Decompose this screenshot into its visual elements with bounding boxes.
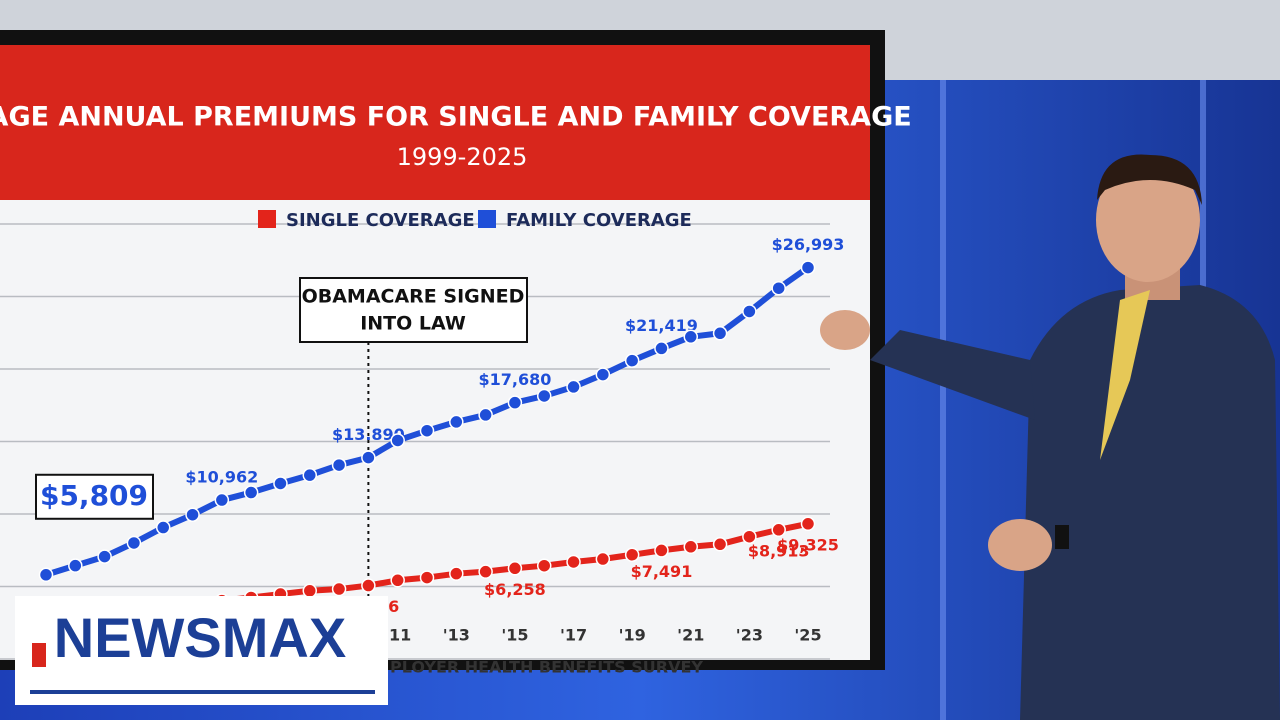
data-point <box>361 578 376 593</box>
title-banner <box>0 45 870 200</box>
chart: '11 '13 '15 '17 '19 '21 '23 '25 SINGLE COVERAGE F… <box>0 210 844 677</box>
value-label: $6,258 <box>484 580 546 599</box>
data-point <box>478 407 493 423</box>
value-label: $17,680 <box>478 370 551 389</box>
x-tick-label: '21 <box>677 626 704 645</box>
logo-text: NEWSMAX <box>54 606 346 669</box>
value-label: $7,491 <box>631 562 693 581</box>
presenter <box>820 154 1280 720</box>
x-tick-label: '23 <box>736 626 763 645</box>
annotation-box <box>299 277 528 343</box>
chart-title: ERAGE ANNUAL PREMIUMS FOR SINGLE AND FAM… <box>0 102 912 133</box>
value-label: $8,913 <box>748 541 810 560</box>
legend-swatch <box>258 210 276 228</box>
data-point <box>507 561 523 576</box>
data-point <box>68 558 83 573</box>
data-point <box>302 583 318 599</box>
data-point <box>742 529 757 544</box>
data-point <box>419 423 435 438</box>
data-point <box>126 535 142 551</box>
value-label: $9,325 <box>777 535 839 554</box>
value-label-box <box>35 473 154 520</box>
data-point <box>624 353 640 368</box>
data-point <box>302 467 318 483</box>
data-point <box>185 507 200 522</box>
data-point <box>566 554 581 570</box>
data-point <box>536 388 552 404</box>
data-point <box>449 414 464 430</box>
data-point <box>624 547 640 563</box>
logo-box <box>15 596 388 705</box>
data-point <box>507 395 523 410</box>
data-point <box>654 341 669 356</box>
data-point <box>419 570 435 585</box>
data-point <box>155 520 171 535</box>
data-point <box>595 367 611 382</box>
data-point <box>595 551 611 567</box>
data-point <box>273 476 288 491</box>
logo-accent <box>32 643 46 667</box>
data-point <box>390 433 405 448</box>
annotation-text: OBAMACARE SIGNED <box>302 286 525 308</box>
data-point <box>742 304 757 319</box>
value-label: $21,419 <box>625 316 698 335</box>
chart-subtitle: 1999-2025 <box>397 143 528 171</box>
data-point <box>800 260 816 275</box>
data-point <box>97 549 112 564</box>
data-point <box>654 543 669 558</box>
x-tick-label: '13 <box>443 626 470 645</box>
data-point <box>478 564 493 579</box>
data-point <box>683 329 699 345</box>
legend-swatch <box>478 210 496 228</box>
data-point <box>243 485 259 500</box>
logo-rule <box>30 690 375 694</box>
x-tick-label: '15 <box>501 626 528 645</box>
data-point <box>712 537 728 552</box>
x-tick-label: '19 <box>619 626 646 645</box>
legend-label: SINGLE COVERAGE <box>286 210 475 231</box>
x-tick-label: '25 <box>794 626 821 645</box>
data-point <box>712 326 728 341</box>
x-tick-label: '17 <box>560 626 587 645</box>
value-label: $10,962 <box>185 468 258 487</box>
data-point <box>361 450 376 465</box>
data-point <box>536 558 552 573</box>
source-note: PLOYER HEALTH BENEFITS SURVEY <box>390 658 703 677</box>
data-point <box>390 573 405 588</box>
data-point <box>800 516 816 532</box>
data-point <box>214 492 230 508</box>
x-tick-label: '11 <box>384 626 411 645</box>
data-point <box>771 522 786 538</box>
annotation-text: INTO LAW <box>360 313 466 335</box>
wall-stripe <box>940 80 946 720</box>
data-point <box>449 566 464 581</box>
data-point <box>566 379 581 395</box>
data-point <box>683 539 699 555</box>
data-point <box>771 280 786 296</box>
legend-label: FAMILY COVERAGE <box>506 210 692 231</box>
data-point <box>331 457 347 473</box>
value-label: $5,809 <box>40 479 148 512</box>
data-point <box>38 567 54 583</box>
value-label: $13.890 <box>332 425 405 444</box>
data-point <box>331 581 347 597</box>
value-label: $26,993 <box>772 235 845 254</box>
